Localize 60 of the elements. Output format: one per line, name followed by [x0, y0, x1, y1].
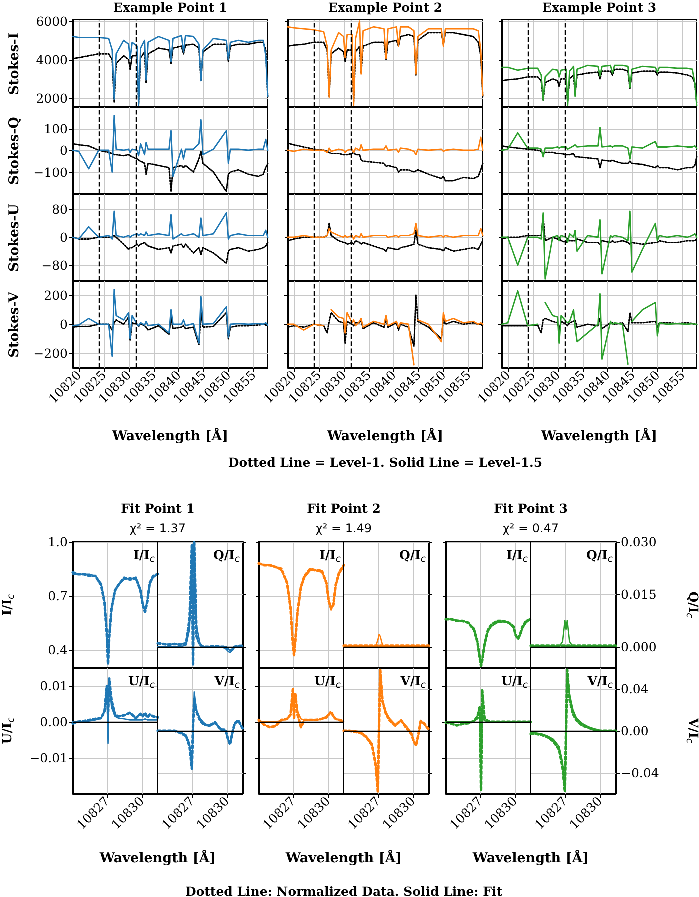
- y-tick-label: −100: [34, 164, 68, 180]
- line-series: [72, 115, 269, 178]
- y-tick-label: 0.7: [48, 588, 68, 604]
- line-series: [72, 289, 269, 358]
- y-tick-label: 0.015: [621, 587, 657, 602]
- annotation: I/I$_{c}$: [320, 548, 341, 566]
- x-axis-title: Wavelength [Å]: [541, 428, 658, 445]
- y-tick-label: 0.00: [621, 724, 649, 738]
- line-series: [72, 210, 269, 240]
- chart-title: Example Point 2: [328, 0, 443, 16]
- x-axis-title: Wavelength [Å]: [472, 850, 590, 867]
- y-tick-label: 1.0: [48, 534, 68, 550]
- annotation: I/I$_{c}$: [506, 548, 528, 566]
- chart-title: Example Point 1: [113, 0, 228, 16]
- chart-subtitle: χ² = 0.47: [502, 521, 560, 536]
- y-axis-title: Stokes-U: [6, 204, 23, 272]
- y-tick-label: 0.00: [40, 714, 68, 730]
- y-axis-title: Stokes-V: [6, 292, 23, 358]
- y-tick-label: 0.030: [621, 534, 657, 550]
- y-axis-title: Stokes-I: [6, 32, 23, 95]
- y-tick-label: 80: [52, 202, 68, 218]
- y-tick-label: 0: [60, 143, 68, 158]
- x-axis-title: Wavelength [Å]: [112, 428, 229, 445]
- annotation: V/I$_{c}$: [214, 674, 240, 692]
- chart-title: Example Point 3: [542, 0, 657, 16]
- annotation: Q/I$_{c}$: [214, 548, 240, 566]
- y-tick-label: 0.000: [621, 640, 657, 654]
- annotation: Q/I$_{c}$: [586, 548, 613, 566]
- y-tick-label: 2000: [36, 90, 68, 106]
- x-axis-title: Wavelength [Å]: [286, 850, 402, 867]
- y-tick-label: 4000: [36, 52, 68, 68]
- y-tick-label: 100: [44, 121, 68, 136]
- y-tick-label: 0.4: [48, 642, 68, 658]
- x-axis-title: Wavelength [Å]: [327, 428, 444, 445]
- annotation: Q/I$_{c}$: [400, 548, 426, 566]
- annotation: V/I$_{c}$: [588, 674, 613, 692]
- y-tick-label: −200: [34, 346, 68, 361]
- annotation: I/I$_{c}$: [134, 548, 155, 566]
- y-tick-label: −0.04: [621, 766, 660, 780]
- chart-title: Fit Point 1: [121, 501, 195, 516]
- chart-title: Fit Point 3: [494, 501, 568, 516]
- y-tick-label: 200: [44, 288, 68, 303]
- annotation: U/I$_{c}$: [314, 674, 341, 692]
- annotation: U/I$_{c}$: [128, 674, 155, 692]
- y-tick-label: 0.01: [40, 678, 68, 694]
- y-tick-label: −0.01: [30, 750, 68, 766]
- y-tick-label: 0: [60, 317, 68, 332]
- y-axis-title: Stokes-Q: [6, 116, 23, 184]
- y-tick-label: 6000: [36, 14, 68, 29]
- annotation: V/I$_{c}$: [400, 674, 426, 692]
- chart-subtitle: χ² = 1.37: [130, 521, 186, 536]
- y-tick-label: −80: [42, 258, 68, 273]
- text: Dotted Line = Level-1. Solid Line = Level-1.5: [228, 455, 543, 470]
- chart-title: Fit Point 2: [307, 501, 381, 516]
- chart-subtitle: χ² = 1.49: [316, 521, 372, 536]
- annotation: U/I$_{c}$: [502, 674, 528, 692]
- x-axis-title: Wavelength [Å]: [100, 850, 216, 867]
- y-tick-label: 0: [60, 230, 68, 245]
- text: Dotted Line: Normalized Data. Solid Line: Fit: [185, 884, 503, 897]
- y-tick-label: 0.04: [621, 682, 649, 696]
